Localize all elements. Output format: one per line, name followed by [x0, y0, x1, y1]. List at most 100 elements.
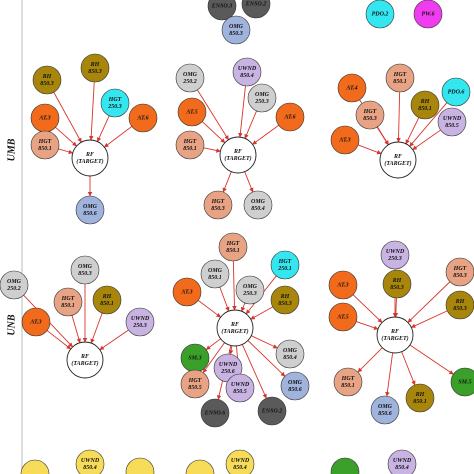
node-label: 850.1: [100, 301, 114, 307]
node: [125, 457, 155, 474]
node-label: ENSO.6: [204, 410, 226, 416]
node-label: ENSO.2: [261, 408, 283, 414]
arrow: [99, 329, 129, 351]
node-label: 850.5: [188, 385, 202, 391]
node-label: RH: [420, 99, 430, 105]
node: [405, 383, 435, 413]
node: [225, 449, 255, 474]
arrow: [405, 117, 420, 145]
node-label: 850.1: [226, 248, 240, 254]
node: [20, 459, 50, 474]
node: [172, 277, 202, 307]
node: [445, 290, 474, 320]
arrow: [58, 148, 74, 155]
node-label: AT.3: [29, 319, 41, 325]
node-label: RH: [415, 392, 425, 398]
node: [75, 449, 105, 474]
node: [175, 63, 205, 93]
arrow: [407, 281, 451, 323]
node-label: (TARGET): [221, 328, 248, 335]
arrow: [241, 302, 246, 312]
node-label: OMG: [208, 268, 223, 274]
node: [370, 395, 400, 425]
node: [185, 459, 215, 474]
node-label: RH: [280, 294, 290, 300]
node-label: UWND: [219, 362, 238, 368]
node-label: AT.5: [185, 109, 197, 115]
node: [21, 307, 51, 337]
node-label: OMG: [183, 72, 198, 78]
node-label: OMG: [251, 199, 266, 205]
node-label: 250.1: [277, 266, 292, 272]
arrow: [104, 126, 133, 148]
node-label: RF: [230, 322, 239, 328]
node-label: (TARGET): [381, 335, 408, 342]
node-label: 850.1: [183, 146, 197, 152]
node-label: 850.3: [278, 301, 292, 307]
node-label: RF: [85, 152, 94, 158]
node-label: 850.4: [395, 465, 409, 471]
arrow: [409, 102, 448, 147]
node-label: RH: [102, 294, 112, 300]
node-label: PDO.2: [372, 11, 389, 17]
node-label: 250.2: [6, 286, 21, 292]
node-label: 850.3: [453, 306, 467, 312]
node: [225, 373, 255, 403]
target-node: [376, 316, 414, 354]
node-label: 850.4: [251, 206, 265, 212]
node-label: 850.3: [390, 285, 404, 291]
node: [30, 130, 60, 160]
arrow: [247, 340, 286, 377]
arrow: [357, 347, 383, 373]
node-label: 850.1: [413, 399, 427, 405]
row-label: UMB: [6, 138, 17, 161]
node-label: RH: [392, 278, 402, 284]
node: [32, 65, 62, 95]
node-label: 250.3: [132, 323, 147, 329]
node-label: (TARGET): [224, 155, 251, 162]
arrow: [228, 345, 234, 355]
node-label: 850.1: [393, 79, 407, 85]
node: [450, 367, 474, 397]
node-label: RH: [455, 299, 465, 305]
node-label: 850.4: [83, 465, 97, 471]
arrow: [55, 126, 77, 147]
node: [218, 232, 248, 262]
arrow: [410, 310, 448, 328]
node-label: HGT: [183, 139, 197, 145]
node-label: HGT: [393, 72, 407, 78]
arrow: [97, 115, 110, 143]
node-label: (TARGET): [76, 158, 103, 165]
arrow: [238, 85, 246, 138]
arrow: [205, 338, 221, 350]
node-label: OMG: [7, 279, 22, 285]
node: [355, 100, 385, 130]
node: [328, 270, 358, 300]
arrow: [241, 344, 267, 399]
node-label: 850.6: [83, 211, 97, 217]
node: [441, 77, 471, 107]
arrow: [352, 294, 383, 323]
node: [330, 457, 360, 474]
arrow: [356, 321, 379, 330]
node-label: 850.5: [445, 123, 459, 129]
arrow: [203, 147, 221, 153]
node-label: HGT: [188, 378, 202, 384]
node: [53, 287, 83, 317]
arrow: [53, 92, 82, 143]
node-label: UWND: [231, 382, 250, 388]
node-label: OMG: [378, 404, 393, 410]
node-label: 850.6: [288, 387, 302, 393]
node-label: HGT: [108, 97, 122, 103]
node-label: (TARGET): [384, 160, 411, 167]
node: [280, 371, 310, 401]
row-label: UNB: [6, 314, 17, 335]
node: [382, 269, 412, 299]
arrow: [393, 297, 399, 318]
node-label: 850.3: [453, 273, 467, 279]
node-label: OMG: [243, 284, 258, 290]
node-label: UWND: [443, 116, 462, 122]
node-label: OMG: [83, 204, 98, 210]
node-label: HGT: [453, 266, 467, 272]
